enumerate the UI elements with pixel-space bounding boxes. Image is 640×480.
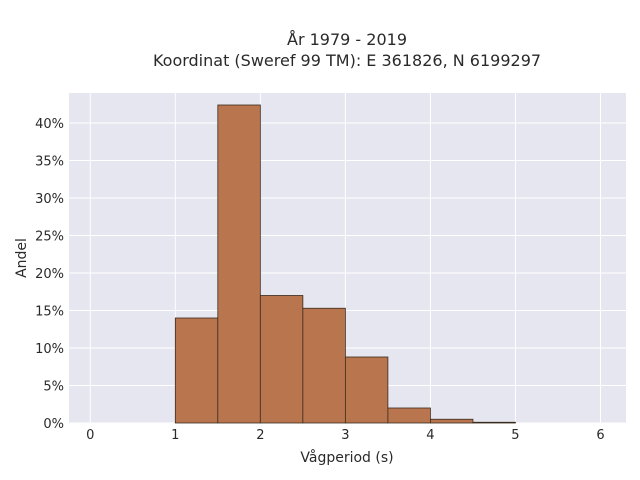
y-tick-label: 20% bbox=[35, 267, 64, 282]
x-tick-label: 3 bbox=[341, 428, 349, 443]
x-tick-label: 2 bbox=[256, 428, 264, 443]
chart-title-line2: Koordinat (Sweref 99 TM): E 361826, N 61… bbox=[153, 51, 541, 70]
chart-title-line1: År 1979 - 2019 bbox=[287, 30, 407, 49]
histogram-bar bbox=[174, 317, 219, 424]
y-tick-label: 10% bbox=[35, 342, 64, 357]
y-axis-label: Andel bbox=[14, 238, 30, 278]
x-tick-label: 1 bbox=[171, 428, 179, 443]
histogram-bar bbox=[472, 421, 516, 424]
histogram-bar bbox=[217, 104, 261, 424]
histogram-bar bbox=[430, 418, 474, 424]
bars-group bbox=[174, 104, 516, 424]
x-axis-label: Vågperiod (s) bbox=[300, 449, 393, 466]
y-tick-label: 35% bbox=[35, 155, 64, 170]
x-tick-label: 6 bbox=[596, 428, 604, 443]
y-tick-labels: 0% 5% 10% 15% 20% 25% 30% 35% 40% bbox=[35, 117, 64, 432]
y-tick-label: 25% bbox=[35, 230, 64, 245]
histogram-bar bbox=[302, 307, 346, 424]
x-tick-label: 5 bbox=[511, 428, 519, 443]
y-tick-label: 30% bbox=[35, 192, 64, 207]
x-tick-labels: 0 1 2 3 4 5 6 bbox=[86, 428, 605, 443]
histogram-bar bbox=[259, 295, 304, 424]
histogram-bar bbox=[344, 356, 389, 424]
y-tick-label: 5% bbox=[43, 380, 64, 395]
y-tick-label: 0% bbox=[43, 417, 64, 432]
y-tick-label: 15% bbox=[35, 305, 64, 320]
x-tick-label: 0 bbox=[86, 428, 94, 443]
y-tick-label: 40% bbox=[35, 117, 64, 132]
histogram-bar bbox=[387, 407, 431, 424]
x-tick-label: 4 bbox=[426, 428, 434, 443]
